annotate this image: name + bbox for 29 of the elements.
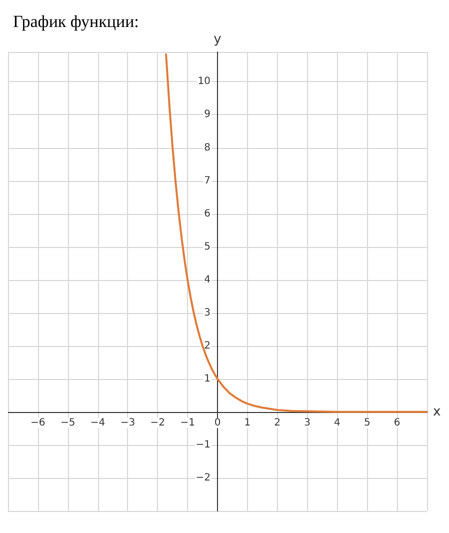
y-tick-label: 2 [204, 340, 210, 352]
x-tick-label: 3 [304, 417, 310, 428]
x-tick-label: 4 [334, 417, 340, 428]
y-tick-label: 10 [198, 76, 210, 88]
x-tick-label: −2 [150, 417, 166, 428]
x-tick-label: −1 [180, 417, 195, 428]
x-tick-label: 5 [364, 417, 370, 428]
y-tick-label: 4 [204, 274, 210, 286]
y-tick-label: 1 [204, 373, 210, 384]
y-tick-label: −2 [196, 472, 210, 484]
y-tick-label: 9 [204, 109, 210, 120]
y-axis-title: y [214, 32, 222, 47]
y-tick-label: 7 [204, 175, 210, 186]
x-tick-label: −3 [120, 417, 136, 428]
y-tick-label: 6 [204, 208, 210, 220]
chart-title: График функции: [13, 12, 139, 31]
y-tick-label: 5 [204, 241, 210, 252]
x-tick-label: 6 [394, 417, 400, 428]
line-series [165, 53, 428, 413]
x-tick-label: −5 [60, 417, 76, 428]
x-tick-label: 2 [274, 417, 281, 428]
y-tick-label: −1 [196, 439, 210, 450]
x-tick-label: 0 [214, 417, 221, 428]
x-tick-label: −4 [90, 417, 106, 428]
x-tick-label: 1 [244, 417, 251, 428]
x-tick-label: −6 [30, 417, 46, 428]
y-tick-label: 3 [204, 307, 210, 318]
x-axis-title: x [433, 404, 441, 420]
y-tick-label: 8 [204, 142, 210, 154]
